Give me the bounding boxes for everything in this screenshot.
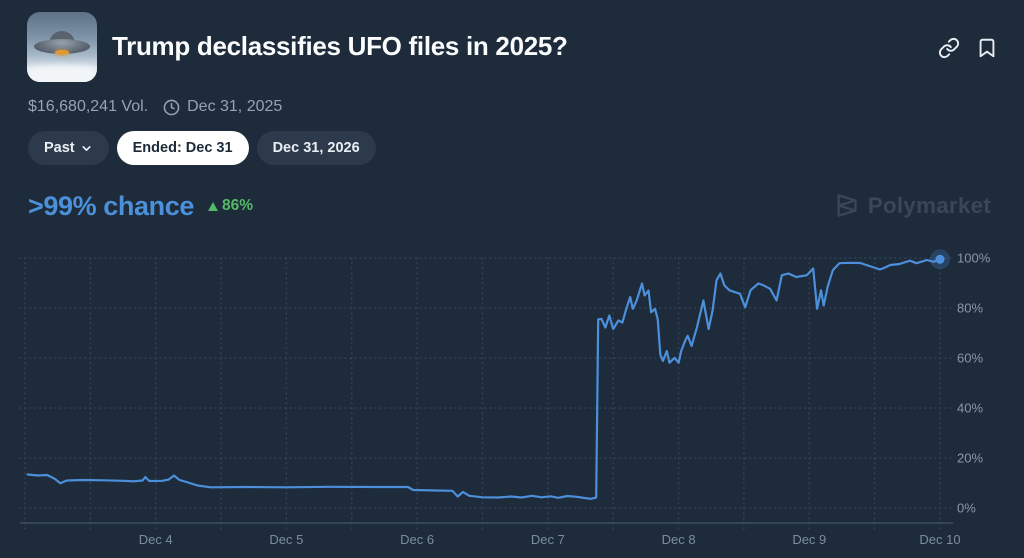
y-tick-label: 60% bbox=[957, 351, 983, 366]
price-chart[interactable]: 100% 80% 60% 40% 20% 0% Dec 4 Dec 5 Dec 6 Dec 7 De… bbox=[0, 230, 1024, 558]
endpoint-dot bbox=[935, 254, 945, 264]
x-tick-label: Dec 10 bbox=[919, 532, 960, 547]
timeframe-filters: Past Ended: Dec 31 Dec 31, 2026 bbox=[28, 131, 376, 165]
ufo-glow-shape bbox=[55, 50, 69, 55]
x-tick-label: Dec 7 bbox=[531, 532, 565, 547]
past-filter-label: Past bbox=[44, 140, 75, 156]
next-date-filter-button[interactable]: Dec 31, 2026 bbox=[256, 131, 376, 165]
y-tick-label: 100% bbox=[957, 251, 991, 266]
x-tick-label: Dec 6 bbox=[400, 532, 434, 547]
chance-row: >99% chance 86% bbox=[28, 189, 253, 223]
chevron-down-icon bbox=[82, 146, 91, 151]
past-filter-dropdown[interactable]: Past bbox=[28, 131, 109, 165]
chart-line bbox=[26, 258, 942, 500]
bookmark-button[interactable] bbox=[976, 37, 998, 59]
y-tick-label: 40% bbox=[957, 401, 983, 416]
market-meta: $16,680,241 Vol. Dec 31, 2025 bbox=[28, 98, 282, 116]
bookmark-icon bbox=[979, 38, 995, 58]
end-date-label: Dec 31, 2025 bbox=[187, 98, 283, 115]
chance-change-value: 86% bbox=[221, 197, 253, 214]
ended-filter-button[interactable]: Ended: Dec 31 bbox=[116, 131, 249, 165]
y-tick-label: 0% bbox=[957, 501, 976, 516]
x-tick-label: Dec 4 bbox=[139, 532, 173, 547]
polymarket-logo-icon bbox=[837, 194, 857, 217]
ufo-saucer-shape bbox=[34, 39, 90, 54]
x-tick-label: Dec 5 bbox=[269, 532, 303, 547]
cloud-shape bbox=[40, 65, 82, 82]
x-tick-label: Dec 8 bbox=[662, 532, 696, 547]
link-icon bbox=[938, 37, 960, 59]
market-thumbnail bbox=[27, 12, 97, 82]
polymarket-brand-text: Polymarket bbox=[867, 192, 991, 218]
up-triangle-icon bbox=[207, 201, 218, 211]
market-title: Trump declassifies UFO files in 2025? bbox=[112, 31, 568, 61]
y-tick-label: 20% bbox=[957, 451, 983, 466]
clock-icon bbox=[163, 99, 180, 115]
copy-link-button[interactable] bbox=[938, 37, 960, 59]
y-tick-label: 80% bbox=[957, 301, 983, 316]
polymarket-watermark: Polymarket bbox=[833, 192, 991, 219]
volume-label: $16,680,241 Vol. bbox=[28, 98, 149, 115]
chance-change: 86% bbox=[207, 197, 253, 215]
chance-value: >99% chance bbox=[28, 190, 194, 221]
x-tick-label: Dec 9 bbox=[792, 532, 826, 547]
